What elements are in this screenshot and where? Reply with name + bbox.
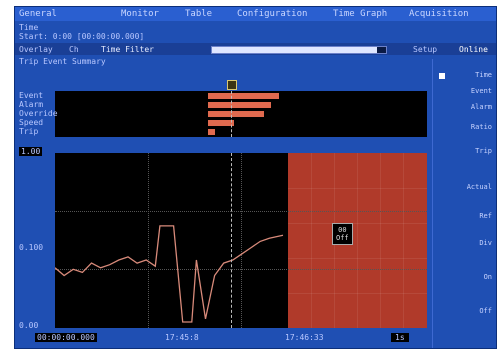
- header-line-1: Time: [19, 23, 39, 32]
- shaded-region: [288, 153, 427, 328]
- tooltip-line-1: 00: [338, 226, 347, 234]
- event-row-label: Event: [19, 91, 44, 100]
- menu-item-general[interactable]: General: [19, 9, 57, 19]
- menu-item-monitor[interactable]: Monitor: [121, 9, 159, 19]
- cursor-line-chart: [231, 153, 232, 328]
- bottom-right-label: 1s: [391, 333, 409, 342]
- sidebar-checkbox[interactable]: [439, 73, 445, 79]
- right-sidebar: [432, 59, 496, 348]
- header-line-2: Start: 0:00 [00:00:00.000]: [19, 32, 145, 41]
- bottom-time-2: 17:46:33: [285, 333, 324, 342]
- menu-item-time-graph[interactable]: Time Graph: [333, 9, 388, 19]
- event-strip-panel: [55, 91, 427, 137]
- menu-item-table[interactable]: Table: [185, 9, 213, 19]
- toolbar: Overlay Ch Time Filter Setup Online: [15, 43, 496, 55]
- event-bar: [208, 129, 215, 135]
- tooltip-line-2: Off: [336, 234, 349, 242]
- trend-chart[interactable]: 00 Off: [55, 153, 427, 328]
- cursor-marker[interactable]: [227, 80, 237, 90]
- time-filter-button[interactable]: Time Filter: [101, 45, 154, 54]
- value-tooltip: 00 Off: [332, 223, 353, 245]
- bottom-time-1: 17:45:8: [165, 333, 199, 342]
- sidebar-item[interactable]: On: [483, 273, 492, 281]
- menu-bar: General Monitor Table Configuration Time…: [15, 7, 496, 21]
- sidebar-item[interactable]: Trip: [475, 147, 492, 155]
- subtitle: Trip Event Summary: [19, 57, 106, 66]
- bottom-left-label: 00:00:00.000: [35, 333, 97, 342]
- trend-chart-svg: [55, 225, 284, 323]
- event-row-label: Override: [19, 109, 58, 118]
- time-slider-fill: [212, 47, 378, 53]
- axis-top-label: 1.00: [19, 147, 43, 156]
- sidebar-item[interactable]: Alarm: [470, 103, 492, 111]
- event-row-label: Trip: [19, 127, 39, 136]
- event-bar: [208, 102, 271, 108]
- application-window: General Monitor Table Configuration Time…: [14, 6, 497, 349]
- menu-item-acquisition[interactable]: Acquisition: [409, 9, 469, 19]
- event-bar: [208, 93, 279, 99]
- sidebar-item[interactable]: Ref: [479, 212, 492, 220]
- event-row-label: Alarm: [19, 100, 44, 109]
- sidebar-item[interactable]: Div: [479, 239, 492, 247]
- sidebar-item[interactable]: Actual: [466, 183, 492, 191]
- event-row-label: Speed: [19, 118, 44, 127]
- cursor-line-events: [231, 91, 232, 137]
- sidebar-item[interactable]: Ratio: [470, 123, 492, 131]
- series-line: [55, 225, 284, 323]
- axis-mid-label: 0.100: [19, 243, 44, 252]
- sidebar-item[interactable]: Off: [479, 307, 492, 315]
- menu-item-configuration[interactable]: Configuration: [237, 9, 308, 19]
- status-tag: Online: [459, 45, 488, 54]
- event-bar: [208, 120, 234, 126]
- event-bar: [208, 111, 264, 117]
- sidebar-item[interactable]: Event: [470, 87, 492, 95]
- setup-button[interactable]: Setup: [413, 45, 438, 54]
- axis-bottom-label: 0.00: [19, 321, 39, 330]
- overlay-label: Overlay: [19, 45, 53, 54]
- time-slider[interactable]: [211, 46, 387, 54]
- channel-label: Ch: [69, 45, 79, 54]
- sidebar-item[interactable]: Time: [475, 71, 492, 79]
